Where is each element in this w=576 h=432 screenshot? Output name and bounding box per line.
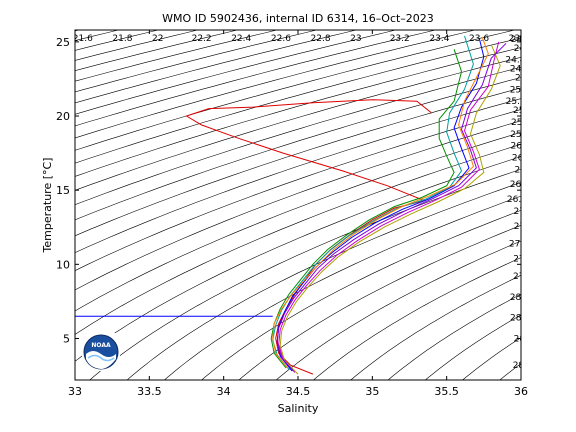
density-contour xyxy=(75,87,521,237)
density-label: 25.2 xyxy=(506,97,526,107)
density-contour xyxy=(75,30,515,151)
x-tick-label: 36 xyxy=(514,385,528,398)
svg-text:NOAA: NOAA xyxy=(91,342,111,349)
density-contours xyxy=(75,30,576,380)
density-contour xyxy=(75,30,357,104)
density-contour xyxy=(350,274,521,380)
density-contour xyxy=(499,363,521,380)
density-contour xyxy=(75,30,277,82)
density-label: 24.6 xyxy=(510,65,530,75)
density-label: 27.8 xyxy=(513,272,533,282)
density-label: 23.2 xyxy=(390,34,410,44)
density-contour xyxy=(75,109,521,271)
density-contour xyxy=(75,132,521,312)
density-label: 26.6 xyxy=(510,180,530,190)
density-label: 24.8 xyxy=(515,74,535,84)
x-axis: 33 33.5 34 34.5 35 35.5 36 xyxy=(68,30,528,398)
profile-line xyxy=(278,41,500,373)
density-contour xyxy=(313,257,521,380)
x-tick-label: 33.5 xyxy=(137,385,162,398)
y-tick-label: 10 xyxy=(56,258,70,271)
density-contour xyxy=(201,210,521,380)
profile-line xyxy=(276,42,507,372)
density-contour xyxy=(75,30,317,93)
density-contour xyxy=(75,30,238,71)
density-contour xyxy=(75,143,521,335)
density-label: 24.2 xyxy=(514,44,534,54)
density-label: 26 xyxy=(511,142,523,152)
density-label: 25 xyxy=(510,85,521,95)
density-contour xyxy=(387,293,521,380)
density-contour xyxy=(75,30,436,127)
density-label: 28.6 xyxy=(513,361,533,371)
density-label: 22.4 xyxy=(231,34,251,44)
density-label: 25.4 xyxy=(513,106,533,116)
x-tick-label: 35.5 xyxy=(434,385,459,398)
density-label: 22.8 xyxy=(311,34,331,44)
density-label: 26.8 xyxy=(507,195,527,205)
x-axis-label: Salinity xyxy=(278,402,319,415)
x-tick-label: 34.5 xyxy=(286,385,311,398)
density-contour xyxy=(75,120,521,291)
density-label: 28 xyxy=(510,293,522,303)
density-contour xyxy=(75,30,119,41)
noaa-logo: NOAA xyxy=(82,333,120,371)
density-label: 27.4 xyxy=(509,240,529,250)
density-contour xyxy=(75,30,198,61)
density-label: 26.4 xyxy=(515,165,535,175)
y-axis: 5 10 15 20 25 xyxy=(56,36,521,345)
density-label: 22.2 xyxy=(192,34,212,44)
density-contour xyxy=(75,30,396,115)
chart-title: WMO ID 5902436, internal ID 6314, 16–Oct… xyxy=(162,12,434,25)
x-tick-label: 34 xyxy=(217,385,231,398)
density-contour xyxy=(164,195,521,380)
density-contour xyxy=(75,47,521,177)
profile-line xyxy=(279,44,501,375)
density-label: 22.6 xyxy=(271,34,291,44)
density-label: 28.4 xyxy=(514,335,534,345)
density-label: 26.2 xyxy=(512,154,532,164)
plot-background xyxy=(75,30,521,380)
profile-series xyxy=(185,35,507,375)
density-contour xyxy=(75,37,521,164)
y-tick-label: 25 xyxy=(56,36,70,49)
density-contour xyxy=(126,182,521,380)
density-label: 24.4 xyxy=(505,56,525,66)
density-contour xyxy=(425,314,521,380)
density-label: 27.6 xyxy=(513,254,533,264)
profile-line xyxy=(276,38,485,372)
density-label: 27.2 xyxy=(514,222,534,232)
density-label: 23 xyxy=(350,34,361,44)
density-label: 23.4 xyxy=(429,34,449,44)
y-tick-label: 5 xyxy=(63,332,70,345)
y-axis-label: Temperature [°C] xyxy=(41,158,54,254)
density-label: 23.8 xyxy=(509,34,529,44)
profile-line xyxy=(272,35,474,370)
density-label: 28.2 xyxy=(510,314,530,324)
density-contour xyxy=(276,240,521,380)
density-contour xyxy=(75,30,159,51)
density-label: 21.8 xyxy=(112,34,132,44)
x-tick-label: 35 xyxy=(365,385,379,398)
density-label: 25.8 xyxy=(510,130,530,140)
y-tick-label: 20 xyxy=(56,110,70,123)
density-contour xyxy=(462,337,521,380)
density-label: 24 xyxy=(511,35,523,45)
density-contour xyxy=(75,30,476,139)
density-label: 22 xyxy=(152,34,163,44)
density-label: 21.6 xyxy=(73,34,93,44)
density-contour xyxy=(75,77,521,221)
y-tick-label: 15 xyxy=(56,184,70,197)
profile-line xyxy=(272,37,489,369)
density-contour xyxy=(537,350,576,380)
density-label: 25.6 xyxy=(511,118,531,128)
density-contour xyxy=(75,66,521,206)
density-contour xyxy=(75,98,521,253)
x-tick-label: 33 xyxy=(68,385,82,398)
density-label: 27 xyxy=(514,207,525,217)
